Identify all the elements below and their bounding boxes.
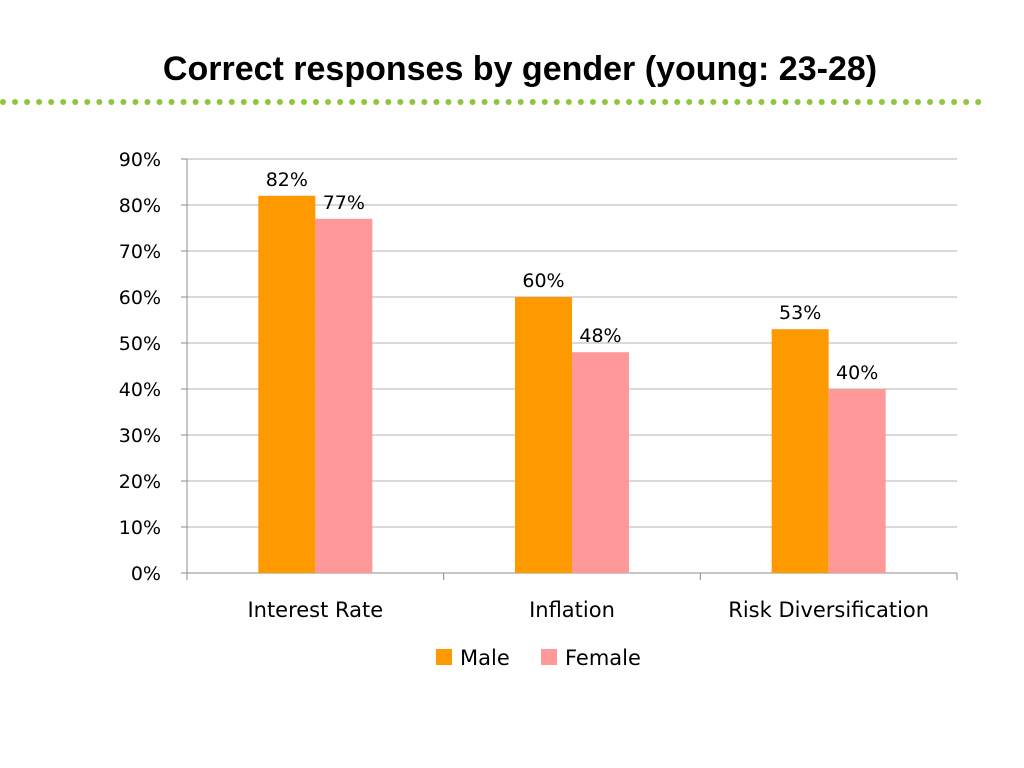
- data-label: 60%: [522, 270, 564, 292]
- legend-swatch-female: [541, 649, 557, 665]
- y-tick-label: 70%: [119, 241, 161, 263]
- data-label: 48%: [579, 325, 621, 347]
- y-tick-label: 0%: [131, 563, 161, 585]
- y-tick-label: 50%: [119, 333, 161, 355]
- legend-label: Male: [460, 646, 510, 670]
- y-tick-label: 30%: [119, 425, 161, 447]
- title-divider: [0, 99, 982, 105]
- y-tick-label: 60%: [119, 287, 161, 309]
- bar-male: [515, 297, 572, 573]
- data-label: 40%: [836, 362, 878, 384]
- bar-male: [771, 329, 829, 573]
- legend-swatch-male: [436, 649, 452, 665]
- y-tick-label: 40%: [119, 379, 161, 401]
- x-category-label: Interest Rate: [247, 598, 383, 622]
- data-label: 82%: [266, 169, 308, 191]
- y-tick-label: 20%: [119, 471, 161, 493]
- x-category-label: Risk Diversification: [728, 598, 929, 622]
- bar-male: [258, 195, 316, 574]
- slide-title: Correct responses by gender (young: 23-2…: [162, 50, 878, 88]
- y-tick-label: 90%: [119, 149, 161, 171]
- y-tick-label: 10%: [119, 517, 161, 539]
- x-category-label: Inflation: [529, 598, 615, 622]
- y-tick-label: 80%: [119, 195, 161, 217]
- bar-female: [828, 389, 886, 573]
- data-label: 53%: [779, 302, 821, 324]
- data-label: 77%: [323, 192, 365, 214]
- legend-label: Female: [565, 646, 641, 670]
- bar-female: [315, 218, 373, 574]
- bar-female: [572, 352, 629, 573]
